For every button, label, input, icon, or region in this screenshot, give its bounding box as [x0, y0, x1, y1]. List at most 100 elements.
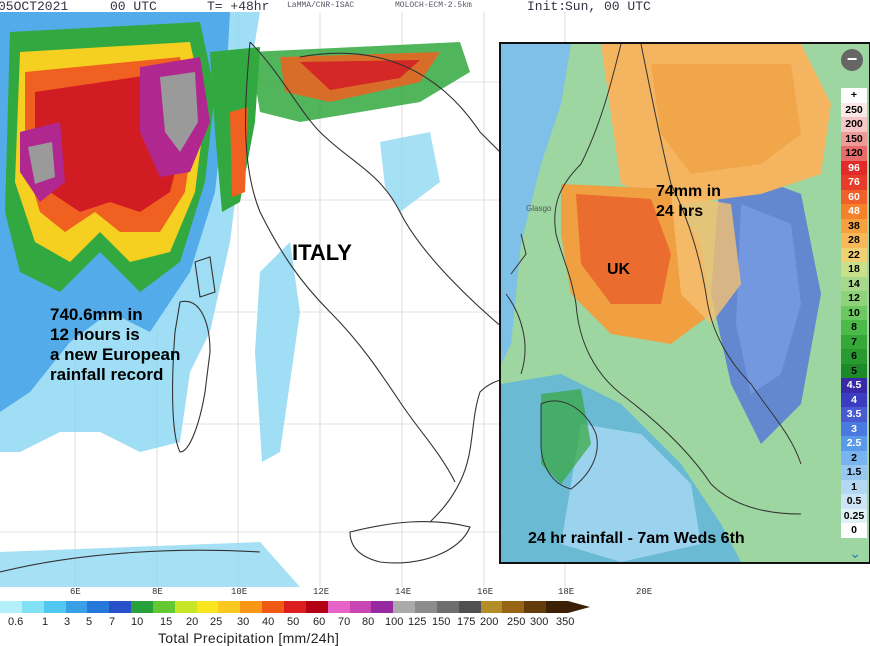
legend-entry: 200: [841, 117, 867, 132]
scale-tick-label: 250: [507, 616, 526, 628]
scale-swatch: [327, 601, 351, 613]
legend-entry: 0: [841, 523, 867, 538]
legend-entry: 250: [841, 102, 867, 117]
scale-tick-label: 175: [457, 616, 476, 628]
legend-entry: 5: [841, 363, 867, 378]
legend-entry: 2: [841, 450, 867, 465]
scale-swatch: [393, 601, 416, 613]
legend-entry: 6: [841, 349, 867, 364]
legend-entry: 96: [841, 160, 867, 175]
scale-swatch: [436, 601, 460, 613]
scale-swatch: [196, 601, 219, 613]
legend-entry: 4.5: [841, 378, 867, 393]
lon-label: 14E: [395, 587, 412, 597]
legend-entry: 1.5: [841, 465, 867, 480]
scale-tick-label: 350: [556, 616, 575, 628]
scale-tick-label: 25: [210, 616, 223, 628]
rain-total-annotation: 74mm in 24 hrs: [656, 183, 721, 220]
city-label-glasgow: Glasgo: [526, 204, 552, 213]
lon-label: 18E: [558, 587, 575, 597]
scale-tick-label: 40: [262, 616, 275, 628]
legend-entry: +: [841, 88, 867, 103]
scale-tick-label: 3: [64, 616, 71, 628]
scale-swatch: [65, 601, 88, 613]
scale-tick-label: 200: [480, 616, 499, 628]
scale-tick-label: 125: [408, 616, 427, 628]
legend-entry: 76: [841, 175, 867, 190]
collapse-legend-button[interactable]: −: [841, 49, 863, 71]
scale-swatch: [284, 601, 307, 613]
scale-tick-label: 30: [237, 616, 250, 628]
header-init-value: Sun, 00 UTC: [565, 0, 651, 14]
scale-swatch: [21, 601, 45, 613]
scale-swatch: [152, 601, 176, 613]
scale-swatch: [371, 601, 394, 613]
italy-country-label: ITALY: [292, 240, 352, 265]
legend-entry: 48: [841, 204, 867, 219]
header-forecast: T= +48hr: [207, 0, 270, 14]
legend-entry: 1: [841, 479, 867, 494]
scale-tick-label: 20: [186, 616, 199, 628]
legend-entry: 12: [841, 291, 867, 306]
coastlines: [0, 41, 601, 573]
chevron-down-icon[interactable]: ⌄: [849, 545, 861, 561]
lon-label: 16E: [477, 587, 494, 597]
scale-swatch: [305, 601, 329, 613]
legend-entry: 3: [841, 421, 867, 436]
legend-entry: 18: [841, 262, 867, 277]
scale-swatch: [240, 601, 263, 613]
header-time: 00 UTC: [110, 0, 157, 14]
scale-swatch: [546, 601, 569, 613]
scale-swatch: [415, 601, 438, 613]
scale-tick-label: 300: [530, 616, 549, 628]
scale-swatch: [174, 601, 198, 613]
inset-caption: 24 hr rainfall - 7am Weds 6th: [528, 530, 745, 547]
scale-swatch: [0, 601, 23, 613]
legend-entry: 4: [841, 392, 867, 407]
scale-tick-label: 100: [385, 616, 404, 628]
scale-tick-label: 60: [313, 616, 326, 628]
legend-entry: 0.25: [841, 508, 867, 523]
uk-rainfall-inset: − +250 200 150 120 96 76 60 48 38 28 22 18 14 12 10 8 7 6…: [499, 42, 870, 564]
scale-swatch: [458, 601, 482, 613]
scale-tick-label: 0.6: [8, 616, 24, 628]
scale-swatch: [87, 601, 110, 613]
scale-swatch: [502, 601, 525, 613]
map-header: 05OCT2021 00 UTC T= +48hr LaMMA/CNR-ISAC…: [0, 0, 651, 14]
scale-tick-label: 5: [86, 616, 93, 628]
legend-entry: 7: [841, 334, 867, 349]
scale-tick-label: 15: [160, 616, 173, 628]
lon-label: 12E: [313, 587, 330, 597]
legend-entry: 28: [841, 233, 867, 248]
italy-map-graphic: [0, 12, 650, 587]
legend-entry: 120: [841, 146, 867, 161]
scale-tick-label: 1: [42, 616, 49, 628]
legend-entry: 3.5: [841, 407, 867, 422]
uk-country-label: UK: [607, 261, 631, 278]
rainfall-field: [0, 12, 470, 587]
scale-tick-label: 150: [432, 616, 451, 628]
lon-label: 10E: [231, 587, 248, 597]
scale-tick-label: 70: [338, 616, 351, 628]
legend-entry: 38: [841, 218, 867, 233]
scale-swatch: [262, 601, 285, 613]
scale-swatch: [349, 601, 372, 613]
lon-label: 20E: [636, 587, 653, 597]
legend-entry: 10: [841, 305, 867, 320]
legend-entry: 0.5: [841, 494, 867, 509]
header-source-moloch: MOLOCH-ECM-2.5km: [395, 1, 472, 10]
precipitation-color-scale: [0, 601, 592, 613]
legend-entry: 14: [841, 276, 867, 291]
legend-entry: 2.5: [841, 436, 867, 451]
scale-tick-label: 7: [109, 616, 116, 628]
scale-swatch: [131, 601, 154, 613]
lon-label: 8E: [152, 587, 163, 597]
header-source-lamma: LaMMA/CNR-ISAC: [287, 1, 355, 10]
header-date: 05OCT2021: [0, 0, 69, 14]
scale-swatch: [524, 601, 547, 613]
lon-label: 6E: [70, 587, 81, 597]
rainfall-legend: +250 200 150 120 96 76 60 48 38 28 22 18 14 12 10 8 7 6 5 4…: [841, 88, 867, 538]
legend-entry: 8: [841, 320, 867, 335]
record-rainfall-annotation: 740.6mm in 12 hours is a new European ra…: [50, 305, 181, 384]
uk-map-graphic: [501, 44, 869, 562]
